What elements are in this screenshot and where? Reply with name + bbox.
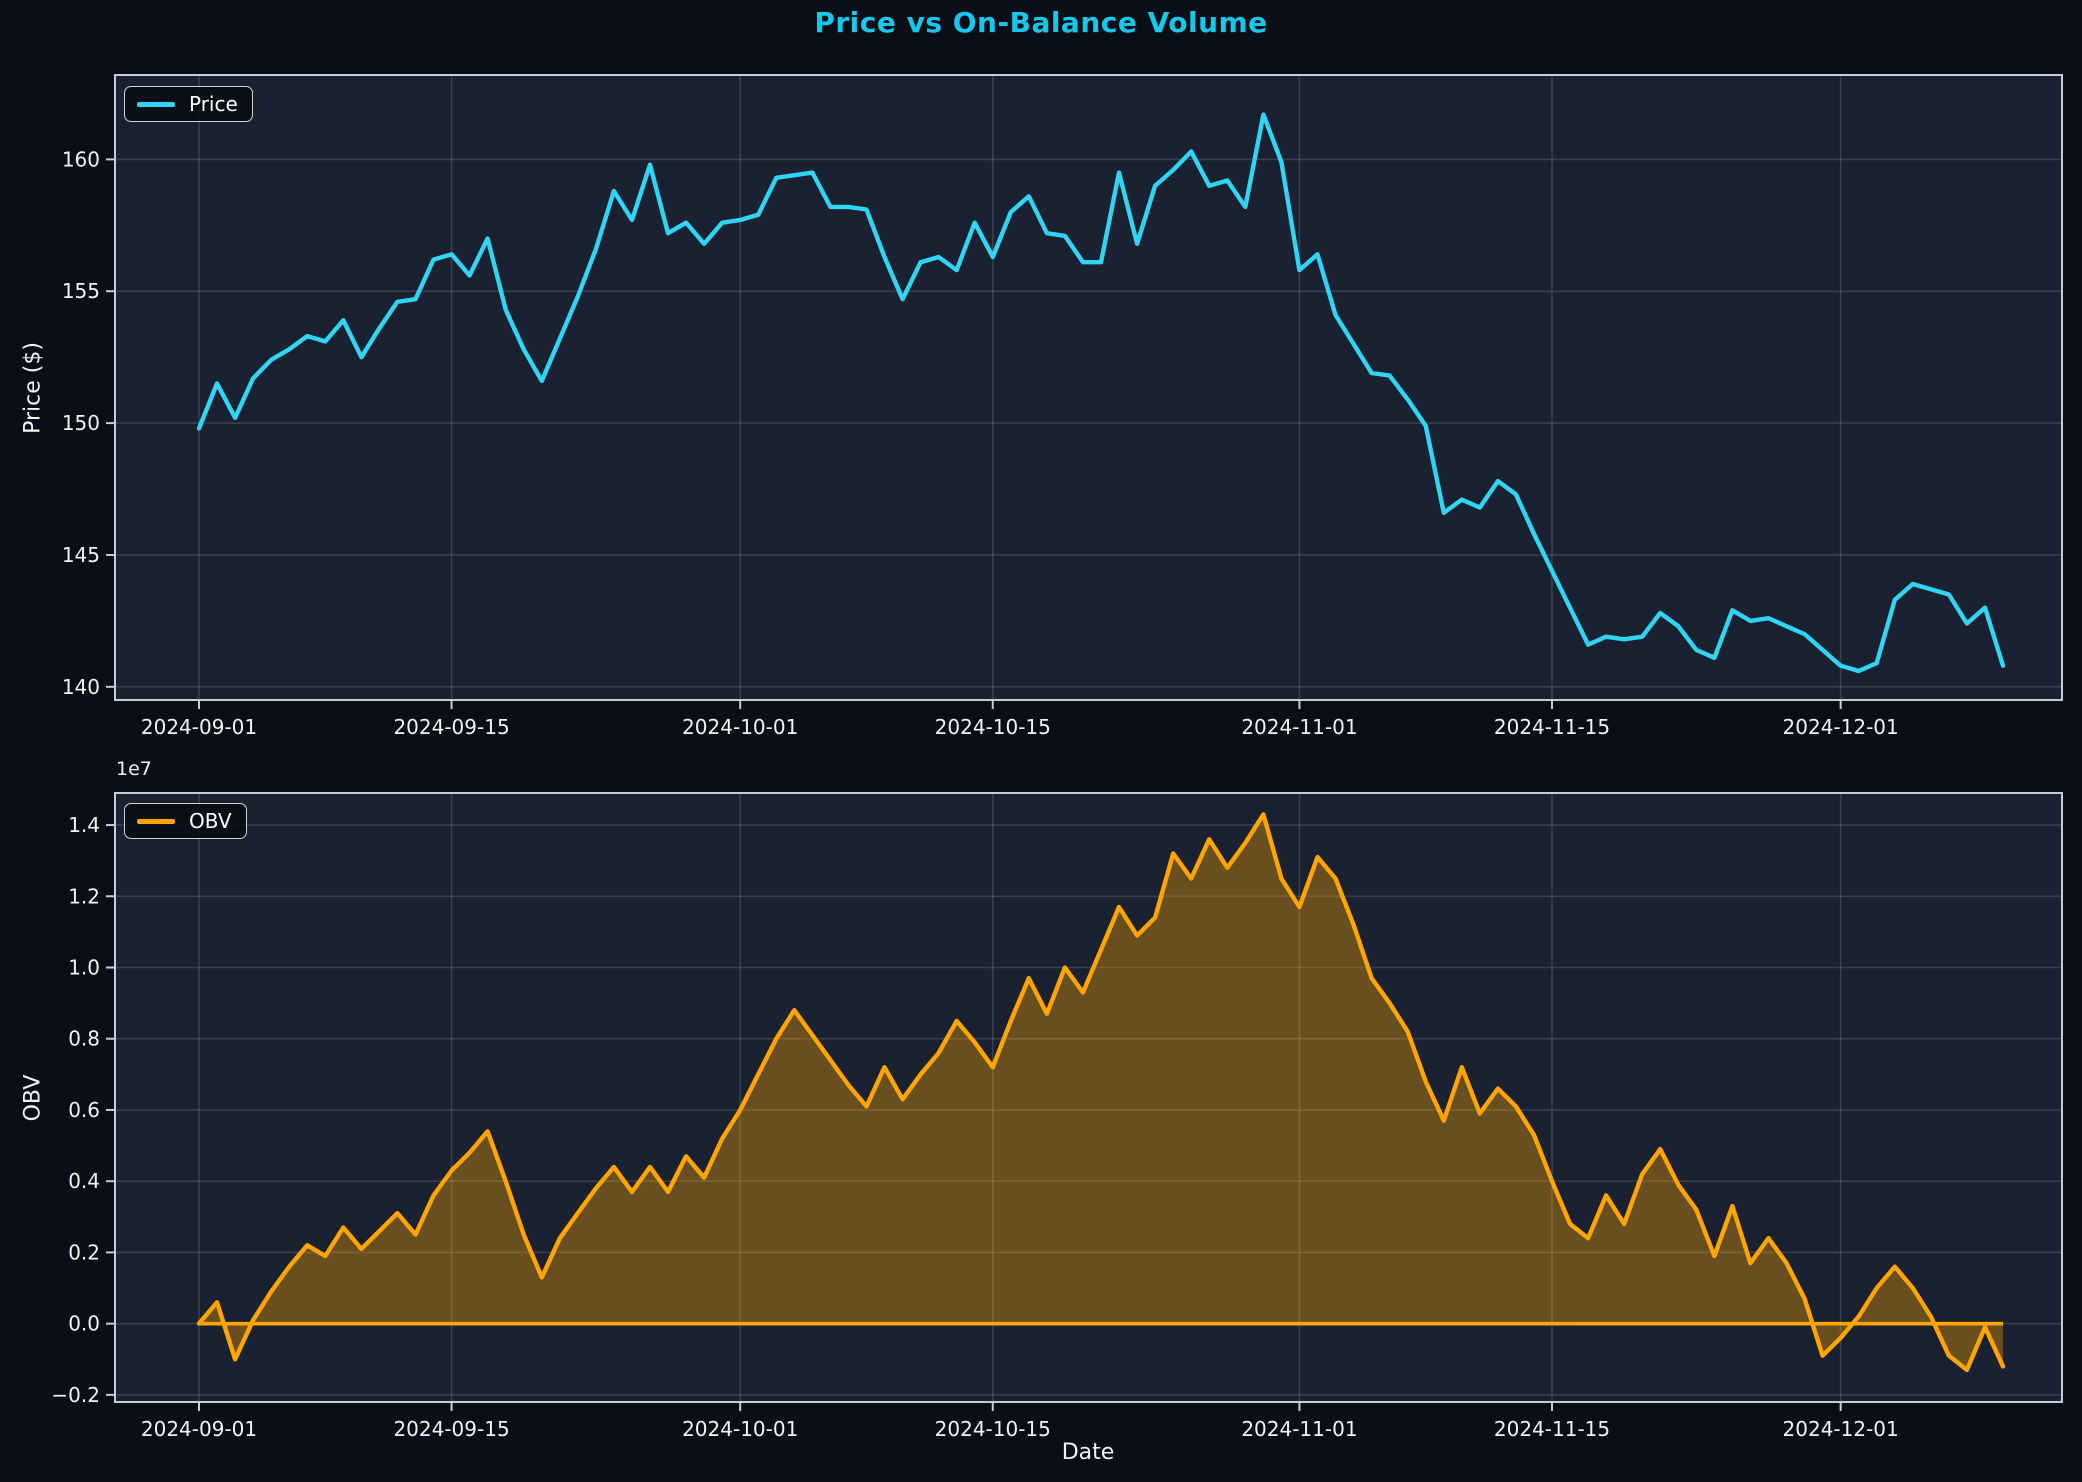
y-tick-label: 0.6 (68, 1098, 100, 1122)
price-axes: 2024-09-01 2024-09-15 2024-10-01 2024-10-15… (62, 74, 2063, 739)
obv-y-axis-label: OBV (20, 1074, 46, 1122)
y-tick-label: 140 (62, 675, 100, 699)
x-tick-label: 2024-09-15 (393, 715, 509, 739)
y-tick-label: 0.0 (68, 1312, 100, 1336)
chart-title: Price vs On-Balance Volume (814, 6, 1268, 39)
y-tick-label: −0.2 (51, 1383, 100, 1407)
y-tick-label: 145 (62, 543, 100, 567)
y-tick-label: 150 (62, 411, 100, 435)
obv-legend-line-icon (137, 818, 175, 824)
y-tick-label: 1.2 (68, 884, 100, 908)
y-tick-label: 0.8 (68, 1027, 100, 1051)
x-tick-label: 2024-09-01 (141, 1417, 257, 1441)
x-tick-label: 2024-11-15 (1494, 1417, 1610, 1441)
obv-spines (114, 792, 2063, 1403)
price-plot-background (115, 75, 2062, 700)
y-tick-label: 160 (62, 147, 100, 171)
y-tick-label: 1.0 (68, 956, 100, 980)
obv-area-fill (199, 814, 2003, 1370)
price-legend-label: Price (189, 92, 238, 116)
obv-line (196, 812, 2006, 1373)
x-tick-label: 2024-10-01 (682, 715, 798, 739)
x-tick-label: 2024-10-15 (935, 715, 1051, 739)
price-y-axis-label: Price ($) (20, 342, 46, 434)
y-tick-label: 0.2 (68, 1240, 100, 1264)
x-tick-label: 2024-10-15 (935, 1417, 1051, 1441)
x-tick-label: 2024-11-01 (1241, 1417, 1357, 1441)
price-legend: Price (124, 86, 253, 122)
price-legend-line-icon (137, 101, 175, 107)
x-axis-label: Date (1061, 1440, 1115, 1465)
x-tick-label: 2024-09-01 (141, 715, 257, 739)
x-tick-label: 2024-11-01 (1241, 715, 1357, 739)
x-tick-label: 2024-12-01 (1783, 1417, 1899, 1441)
obv-axes: 2024-09-01 2024-09-15 2024-10-01 2024-10-15… (51, 792, 2063, 1441)
x-tick-label: 2024-09-15 (393, 1417, 509, 1441)
y-tick-label: 0.4 (68, 1169, 100, 1193)
price-spines (114, 74, 2063, 701)
y-tick-label: 155 (62, 279, 100, 303)
x-tick-label: 2024-11-15 (1494, 715, 1610, 739)
obv-axis-offset-label: 1e7 (116, 758, 152, 780)
obv-plot-background (115, 793, 2062, 1402)
y-tick-label: 1.4 (68, 813, 100, 837)
obv-legend: OBV (124, 803, 247, 839)
x-tick-label: 2024-10-01 (682, 1417, 798, 1441)
x-tick-label: 2024-12-01 (1783, 715, 1899, 739)
price-line (196, 112, 2006, 674)
obv-legend-label: OBV (189, 809, 232, 833)
